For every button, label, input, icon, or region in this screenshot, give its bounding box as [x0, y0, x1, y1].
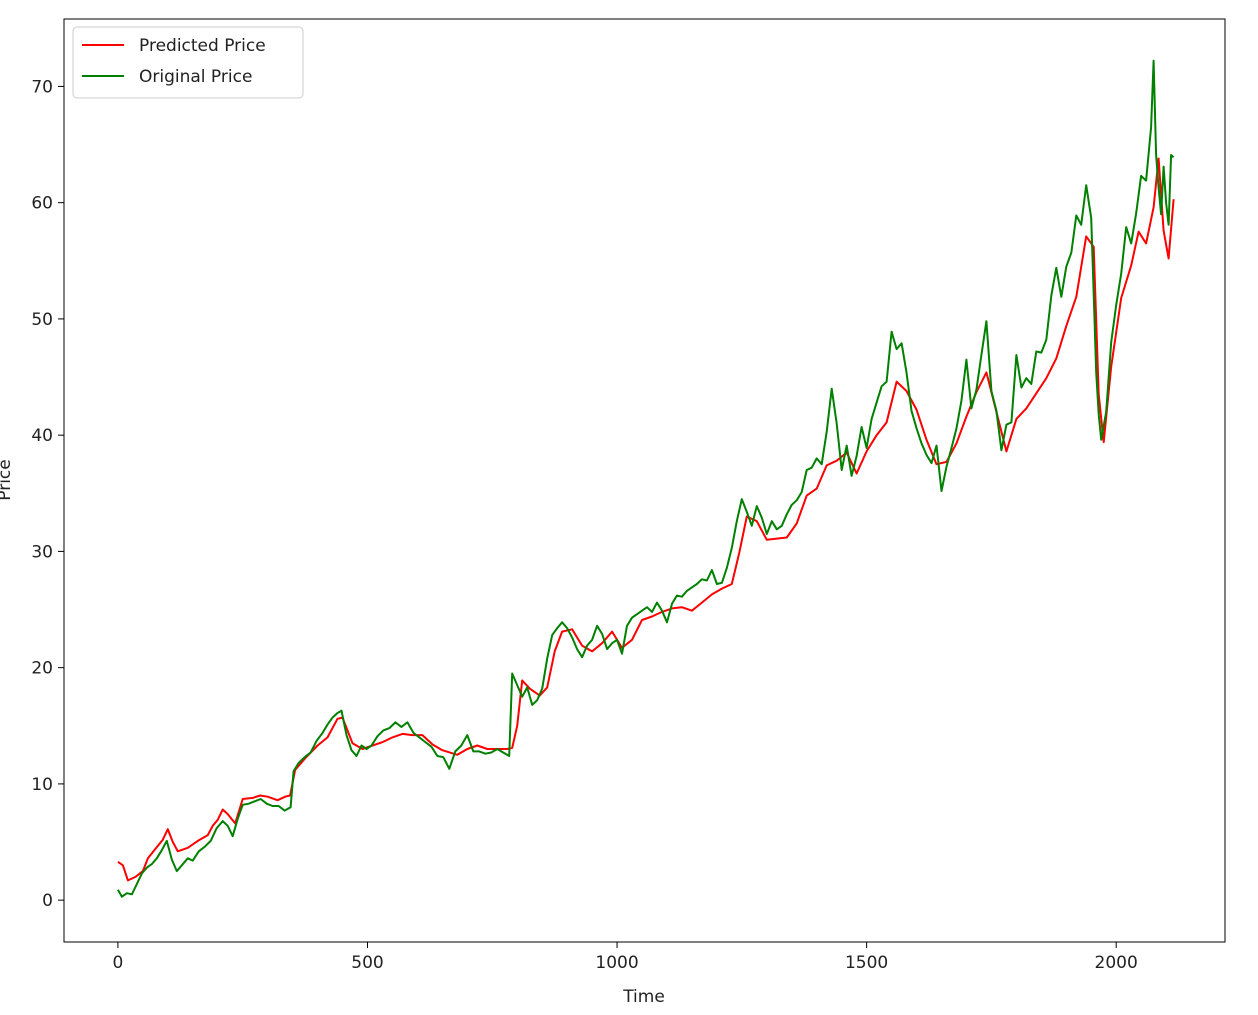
x-tick-label: 500 [351, 953, 383, 973]
y-tick-label: 0 [42, 891, 53, 911]
y-tick-label: 60 [31, 194, 53, 214]
x-axis-label: Time [622, 987, 665, 1007]
y-axis-label: Price [0, 459, 15, 500]
series-layer [117, 59, 1175, 898]
y-axis-ticks: 0 10 20 30 40 50 60 70 [31, 77, 64, 911]
legend-box [72, 26, 304, 99]
x-tick-label: 1000 [595, 953, 638, 973]
plot-frame [63, 18, 1226, 943]
y-tick-label: 70 [31, 77, 53, 97]
legend: Predicted Price Original Price [72, 26, 304, 99]
legend-label-original: Original Price [139, 67, 252, 87]
y-tick-label: 20 [31, 659, 53, 679]
y-tick-label: 30 [31, 542, 53, 562]
y-tick-label: 50 [31, 310, 53, 330]
plot-area [64, 19, 1225, 942]
x-tick-label: 0 [112, 953, 123, 973]
y-tick-label: 40 [31, 426, 53, 446]
x-tick-label: 2000 [1095, 953, 1138, 973]
legend-label-predicted: Predicted Price [139, 36, 266, 56]
y-tick-label: 10 [31, 775, 53, 795]
x-axis-ticks: 0 500 1000 1500 2000 [112, 942, 1138, 973]
series-line-original-price [117, 59, 1175, 898]
x-tick-label: 1500 [845, 953, 888, 973]
